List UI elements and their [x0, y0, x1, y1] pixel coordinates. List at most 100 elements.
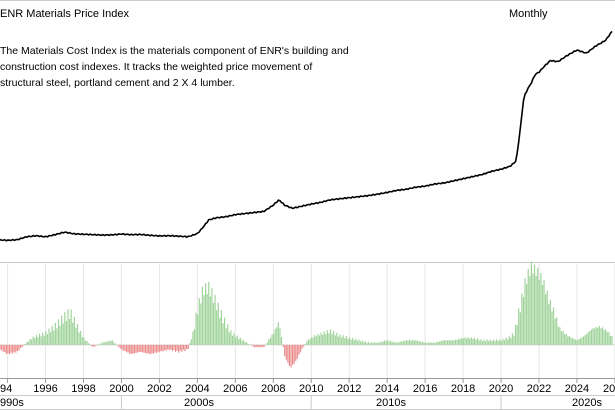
change-bar — [171, 344, 173, 351]
x-tick-label: 20 — [603, 383, 615, 395]
change-bar — [590, 329, 593, 345]
change-bar — [507, 339, 509, 345]
change-bar — [595, 327, 597, 345]
change-bar — [38, 333, 41, 345]
change-bar — [244, 342, 246, 345]
change-bar — [435, 342, 438, 345]
change-bar — [359, 341, 362, 345]
change-bar — [464, 337, 466, 345]
change-bar — [361, 340, 363, 345]
change-bar — [505, 337, 507, 345]
change-bar — [342, 335, 344, 345]
change-bar — [420, 341, 422, 345]
change-bar — [102, 342, 104, 345]
change-bar — [108, 340, 110, 345]
decade-label: 2010s — [376, 397, 406, 409]
change-bar — [179, 344, 181, 351]
change-bar — [50, 332, 52, 345]
change-bar — [445, 340, 447, 345]
change-bar — [135, 344, 137, 353]
x-tick-label: 2010 — [299, 383, 323, 395]
change-bar — [533, 264, 536, 345]
change-bar — [157, 344, 159, 352]
change-bar — [277, 322, 279, 345]
change-bar — [409, 339, 411, 345]
frequency-label[interactable]: Monthly — [509, 8, 548, 20]
change-bar — [333, 331, 335, 345]
change-bar — [348, 336, 351, 345]
change-bar — [564, 334, 566, 345]
change-bar — [4, 344, 6, 352]
change-bar — [307, 339, 309, 345]
change-bar — [293, 344, 295, 364]
change-bar — [174, 344, 177, 352]
change-bar — [220, 310, 223, 345]
change-bar — [87, 343, 90, 345]
change-bar — [67, 309, 69, 345]
change-bar — [268, 339, 270, 345]
change-bar — [508, 336, 510, 345]
change-bar — [518, 308, 520, 345]
change-bar — [182, 344, 185, 350]
change-bar — [16, 344, 18, 351]
change-bar — [383, 340, 385, 345]
change-bar — [491, 341, 493, 345]
change-bar — [219, 317, 221, 345]
change-bar — [97, 344, 99, 346]
change-bar — [503, 340, 506, 345]
change-bar — [529, 276, 531, 345]
change-bar — [489, 339, 491, 345]
change-bar — [475, 339, 477, 345]
change-bar — [470, 337, 472, 345]
change-bar — [119, 344, 121, 349]
change-bar — [568, 336, 570, 345]
change-bar — [382, 341, 384, 345]
x-tick-label: 2016 — [413, 383, 437, 395]
description-line-3: structural steel, portland cement and 2 … — [0, 77, 235, 89]
change-bar — [122, 344, 124, 351]
change-bar — [402, 340, 404, 345]
change-bar — [537, 267, 539, 345]
change-bar — [304, 343, 306, 345]
change-bar — [499, 339, 501, 345]
change-bar — [584, 335, 586, 345]
change-bar — [579, 338, 582, 345]
change-bar — [83, 337, 85, 345]
change-bar — [565, 333, 567, 345]
change-bar — [212, 302, 215, 345]
change-bar — [429, 342, 431, 345]
change-bar — [43, 335, 45, 345]
change-bar — [415, 340, 417, 345]
change-bar — [581, 337, 583, 345]
change-bar — [170, 344, 172, 350]
change-bar — [538, 279, 540, 345]
change-bar — [394, 342, 396, 345]
change-bar — [303, 344, 305, 347]
change-bar — [103, 342, 105, 345]
change-bar — [443, 340, 446, 345]
change-bar — [18, 344, 20, 351]
change-bar — [42, 332, 44, 345]
change-bar — [390, 340, 392, 345]
change-bar — [100, 343, 102, 345]
change-bar — [545, 294, 547, 345]
change-bar — [511, 333, 514, 345]
change-bar — [187, 344, 189, 350]
change-bar — [399, 341, 401, 345]
change-bar — [163, 344, 166, 351]
change-bar — [195, 312, 197, 345]
change-bar — [167, 344, 169, 350]
change-bar — [266, 342, 268, 345]
change-bar — [143, 344, 145, 353]
change-bar — [238, 338, 240, 345]
change-bar — [573, 339, 575, 345]
change-bar — [160, 344, 162, 351]
gridlines — [0, 264, 615, 378]
change-bar — [416, 341, 419, 345]
x-tick-label: 2022 — [527, 383, 551, 395]
change-bar — [437, 341, 439, 345]
change-bar — [587, 332, 589, 345]
change-bar — [24, 343, 26, 345]
x-tick-label: 2024 — [565, 383, 589, 395]
change-bar — [396, 342, 398, 345]
